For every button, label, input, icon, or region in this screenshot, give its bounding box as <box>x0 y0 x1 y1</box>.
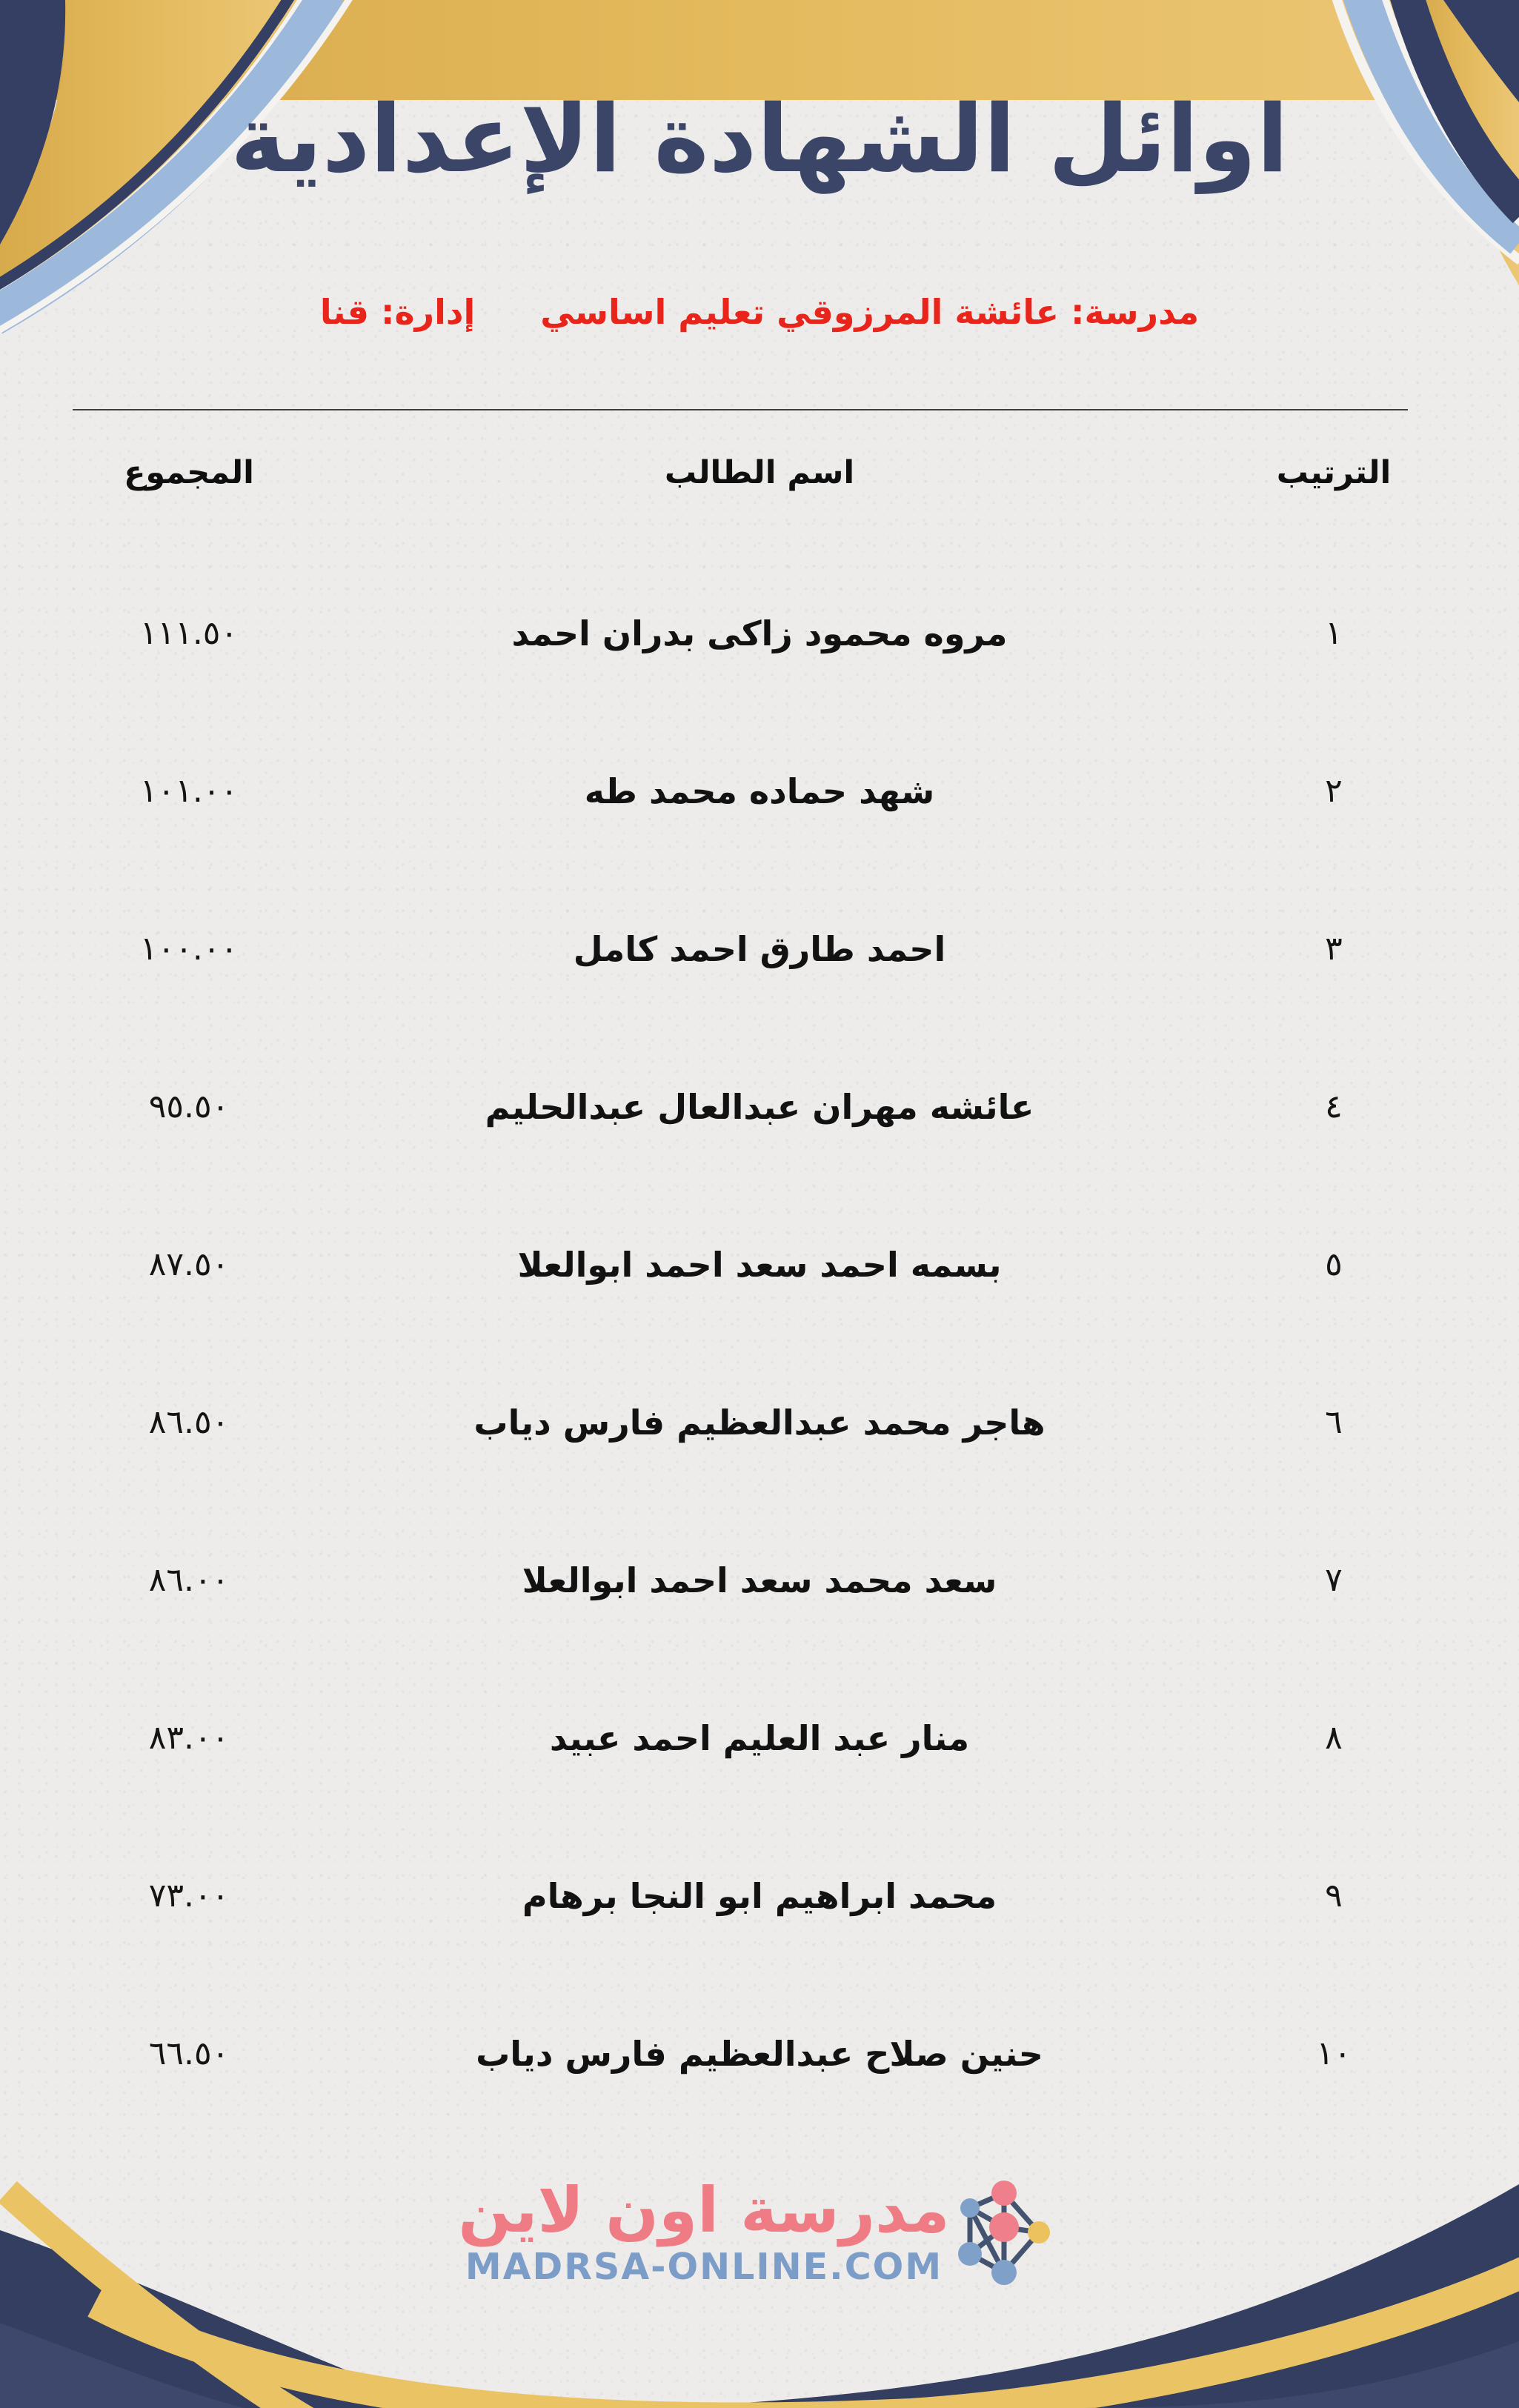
bottom-left-light-navy <box>0 2323 245 2408</box>
total-score: ٨٦.٥٠ <box>148 1403 230 1441</box>
table-row: ٨ منار عبد العليم احمد عبيد ٨٣.٠٠ <box>0 1659 1519 1817</box>
student-name: حنين صلاح عبدالعظيم فارس دياب <box>476 2033 1043 2074</box>
student-name: عائشه مهران عبدالعال عبدالحليم <box>485 1086 1034 1127</box>
total-score: ١١١.٥٠ <box>139 614 239 652</box>
rank-value: ٢ <box>1325 772 1343 810</box>
node-blue-left <box>960 2198 980 2218</box>
rank-value: ٣ <box>1325 930 1343 968</box>
student-name: منار عبد العليم احمد عبيد <box>549 1717 970 1758</box>
left-gold-swirl <box>0 0 296 290</box>
table-header-row: الترتيب اسم الطالب المجموع <box>0 436 1519 510</box>
table-row: ٥ بسمه احمد سعد احمد ابوالعلا ٨٧.٥٠ <box>0 1185 1519 1343</box>
rank-value: ٧ <box>1325 1561 1343 1599</box>
right-navy-arc <box>1390 0 1519 224</box>
node-pink-top <box>991 2181 1017 2206</box>
student-name: سعد محمد سعد احمد ابوالعلا <box>522 1560 997 1600</box>
node-yellow-right <box>1027 2221 1050 2244</box>
table-row: ٣ احمد طارق احمد كامل ١٠٠.٠٠ <box>0 870 1519 1028</box>
left-white-arc-2 <box>0 0 353 334</box>
table-row: ٦ هاجر محمد عبدالعظيم فارس دياب ٨٦.٥٠ <box>0 1343 1519 1501</box>
rank-value: ٤ <box>1325 1088 1343 1125</box>
student-name: مروه محمود زاكى بدران احمد <box>511 613 1008 653</box>
results-table-body: ١ مروه محمود زاكى بدران احمد ١١١.٥٠ ٢ شه… <box>0 554 1519 2132</box>
node-blue-bottom-left <box>957 2242 982 2266</box>
student-name: بسمه احمد سعد احمد ابوالعلا <box>517 1244 1002 1285</box>
table-row: ١ مروه محمود زاكى بدران احمد ١١١.٥٠ <box>0 554 1519 712</box>
table-row: ٧ سعد محمد سعد احمد ابوالعلا ٨٦.٠٠ <box>0 1501 1519 1659</box>
node-pink-center <box>988 2212 1019 2242</box>
rank-value: ٩ <box>1325 1877 1343 1915</box>
brand-arabic-name: مدرسة اون لاين <box>458 2174 950 2246</box>
rank-value: ٥ <box>1325 1245 1343 1283</box>
administration-name: إدارة: قنا <box>319 292 476 332</box>
left-navy-arc <box>0 0 295 290</box>
bottom-left-gold-stripe <box>0 2181 314 2408</box>
page-title: اوائل الشهادة الإعدادية <box>230 84 1289 193</box>
total-score: ٨٣.٠٠ <box>148 1719 230 1757</box>
rank-value: ٨ <box>1325 1719 1343 1757</box>
right-blue-arc <box>1343 0 1519 254</box>
name-column-header: اسم الطالب <box>664 454 855 491</box>
header-divider <box>73 409 1408 410</box>
table-row: ٢ شهد حماده محمد طه ١٠١.٠٠ <box>0 712 1519 870</box>
total-score: ٧٣.٠٠ <box>148 1877 230 1915</box>
left-navy-corner <box>0 0 66 245</box>
total-score: ١٠٠.٠٠ <box>139 930 239 968</box>
right-navy-corner <box>1443 0 1519 102</box>
bottom-gold-ribbon <box>87 2257 1519 2408</box>
node-blue-bottom <box>991 2260 1017 2285</box>
total-score: ١٠١.٠٠ <box>139 772 239 810</box>
rank-value: ١٠ <box>1316 2035 1352 2072</box>
left-blue-arc <box>0 0 347 334</box>
brand-website-url[interactable]: MADRSA-ONLINE.COM <box>465 2246 943 2288</box>
table-row: ٤ عائشه مهران عبدالعال عبدالحليم ٩٥.٥٠ <box>0 1028 1519 1185</box>
top-decoration <box>0 0 1519 334</box>
student-name: محمد ابراهيم ابو النجا برهام <box>522 1875 997 1916</box>
rank-column-header: الترتيب <box>1276 454 1392 491</box>
student-name: هاجر محمد عبدالعظيم فارس دياب <box>473 1402 1046 1443</box>
school-name: مدرسة: عائشة المرزوقي تعليم اساسي <box>540 292 1200 332</box>
total-score: ٩٥.٥٠ <box>148 1088 230 1125</box>
student-name: احمد طارق احمد كامل <box>573 928 946 969</box>
rank-value: ٦ <box>1325 1403 1343 1441</box>
total-score: ٨٦.٠٠ <box>148 1561 230 1599</box>
bottom-decoration <box>0 2181 1519 2408</box>
student-name: شهد حماده محمد طه <box>584 771 935 811</box>
network-icon <box>957 2181 1050 2285</box>
rank-value: ١ <box>1325 614 1343 652</box>
table-row: ٩ محمد ابراهيم ابو النجا برهام ٧٣.٠٠ <box>0 1817 1519 1975</box>
total-column-header: المجموع <box>124 454 254 491</box>
subtitle-line: مدرسة: عائشة المرزوقي تعليم اساسي إدارة:… <box>0 292 1519 332</box>
total-score: ٨٧.٥٠ <box>148 1245 230 1283</box>
bottom-right-light-navy <box>1037 2341 1519 2408</box>
brand-text-block: مدرسة اون لاين MADRSA-ONLINE.COM <box>458 2179 949 2285</box>
footer-brand: مدرسة اون لاين MADRSA-ONLINE.COM <box>0 2171 1519 2293</box>
total-score: ٦٦.٥٠ <box>148 2035 230 2072</box>
table-row: ١٠ حنين صلاح عبدالعظيم فارس دياب ٦٦.٥٠ <box>0 1975 1519 2132</box>
